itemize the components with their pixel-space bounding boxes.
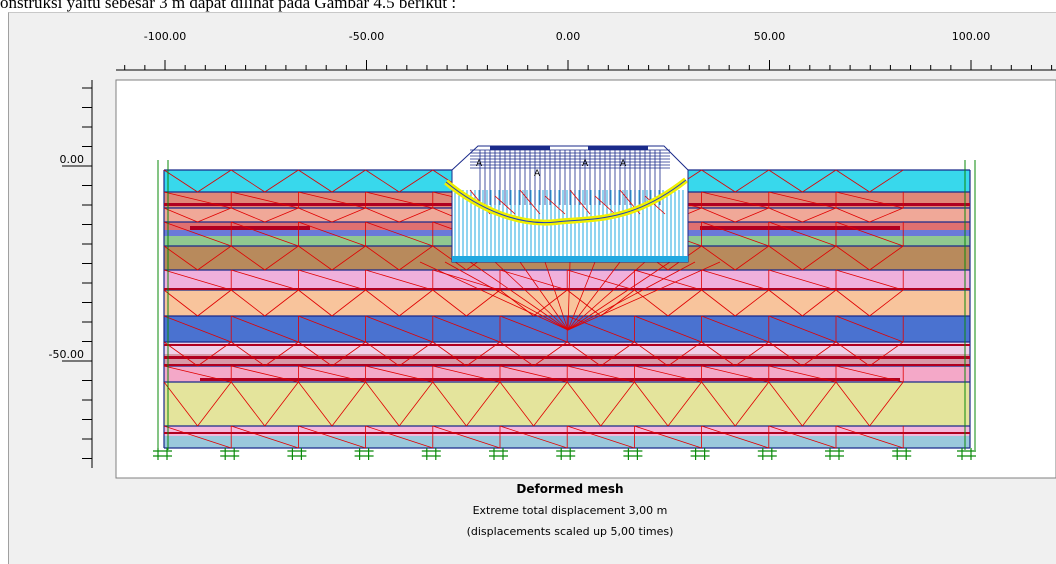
svg-text:A: A: [534, 169, 541, 179]
x-ruler-label: -100.00: [144, 30, 186, 43]
svg-text:A: A: [582, 159, 589, 169]
extreme-displacement-text: Extreme total displacement 3,00 m: [472, 504, 668, 517]
y-ruler-labels: 0.00 -50.00: [49, 153, 84, 361]
y-ruler-ticks: [62, 87, 92, 459]
pile-group: [452, 190, 688, 262]
x-ruler-label: 50.00: [754, 30, 786, 43]
y-ruler-label: 0.00: [60, 153, 85, 166]
scale-factor-text: (displacements scaled up 5,00 times): [466, 525, 674, 538]
soil-layer: [164, 382, 970, 426]
side-boundary-left: [157, 160, 169, 450]
x-ruler-labels: -100.00 -50.00 0.00 50.00 100.00: [144, 30, 990, 43]
embankment-structure: A A A A: [444, 145, 689, 263]
x-ruler-label: 0.00: [556, 30, 581, 43]
top-plate: [588, 146, 648, 150]
document-text-fragment: onstruksi yaitu sebesar 3 m dapat diliha…: [0, 0, 457, 12]
y-ruler-label: -50.00: [49, 348, 84, 361]
x-ruler-label: -50.00: [349, 30, 384, 43]
bottom-fixities: [153, 448, 976, 460]
svg-text:A: A: [620, 159, 627, 169]
soil-layer: [164, 342, 970, 354]
soil-layer: [164, 290, 970, 316]
slip-surface-edge: [445, 179, 687, 224]
plot-title: Deformed mesh: [516, 482, 624, 496]
top-plate: [490, 146, 550, 150]
structure-lines: [469, 149, 670, 215]
svg-text:A: A: [476, 159, 483, 169]
load-markers: A A A A: [476, 159, 627, 179]
x-ruler-ticks: [124, 60, 1053, 70]
side-boundary-right: [964, 160, 976, 450]
x-ruler-label: 100.00: [952, 30, 991, 43]
